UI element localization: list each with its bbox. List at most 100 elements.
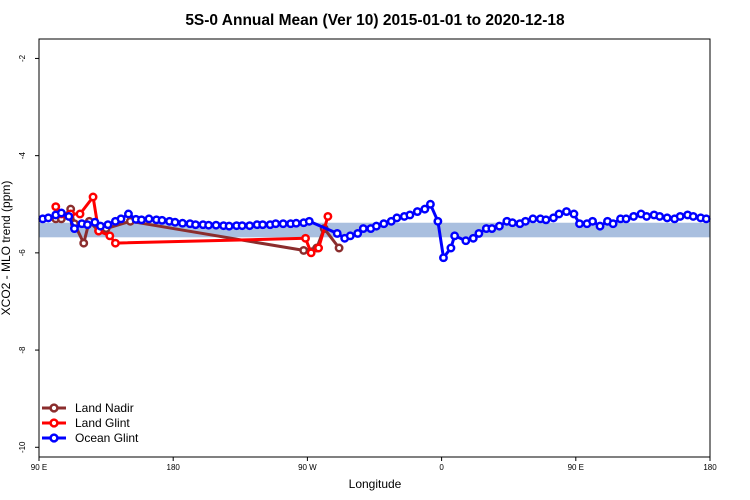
data-point [468,233,478,243]
data-point [191,220,201,230]
data-point [433,216,443,226]
data-point [332,228,342,238]
data-point [88,192,98,202]
data-point [69,224,79,234]
data-point [323,211,333,221]
data-point [170,217,180,227]
data-point [79,238,89,248]
x-axis: 90 E 180 90 W 0 90 E 180 [31,457,717,472]
data-point [124,209,133,219]
data-point [412,207,422,216]
y-tick-label: -4 [18,152,27,160]
chart-title: 5S-0 Annual Mean (Ver 10) 2015-01-01 to … [185,12,565,29]
data-point [655,211,665,221]
data-point [621,214,631,224]
data-point [64,211,74,221]
data-point [137,215,146,225]
plot-frame [38,38,711,458]
data-point [51,202,61,212]
data-point [90,217,100,227]
data-point [554,209,564,219]
data-point [345,231,355,241]
legend-label: Ocean Glint [75,431,139,445]
data-point [334,243,344,253]
data-point [688,211,698,221]
data-point [528,214,538,224]
data-point [379,219,389,229]
data-point [662,213,672,223]
data-point [299,245,309,255]
data-point [487,224,497,234]
series-layer [38,192,711,263]
data-point [461,236,471,246]
data-point [211,220,221,230]
data-point [291,218,301,228]
y-tick-label: -2 [18,54,27,62]
x-tick-label: 0 [439,463,444,472]
legend-label: Land Nadir [75,401,134,415]
data-point [608,219,618,229]
data-point [224,221,234,231]
data-point [105,231,115,241]
data-point [405,210,415,220]
data-point [548,213,558,223]
y-tick-label: -8 [18,346,27,354]
data-point [96,221,105,231]
data-point [116,214,126,224]
data-point [425,199,435,209]
data-point [110,238,120,248]
data-point [588,216,598,226]
data-point [569,209,579,219]
data-point [575,219,584,229]
data-point [83,220,92,230]
data-point [474,228,484,238]
data-point [494,221,504,231]
data-point [446,243,456,253]
x-tick-label: 90 E [31,463,47,472]
data-point [392,213,402,223]
data-point [304,216,314,226]
data-point [103,220,113,230]
x-tick-label: 180 [703,463,717,472]
y-axis: -2 -4 -6 -8 -10 [18,54,39,453]
data-point [450,231,460,241]
data-point [271,219,281,229]
data-point [701,214,711,224]
data-point [204,220,214,230]
x-tick-label: 180 [167,463,181,472]
x-tick-label: 90 W [298,463,317,472]
y-axis-label: XCO2 - MLO trend (ppm) [0,181,13,316]
data-point [178,218,187,228]
data-point [278,219,288,229]
data-point [353,228,363,238]
data-point [595,221,605,231]
series-3 [38,199,711,263]
legend-swatch-marker [49,403,59,413]
data-point [306,248,316,258]
legend-label: Land Glint [75,416,130,430]
data-point [507,218,517,228]
x-axis-label: Longitude [349,477,402,491]
y-tick-label: -6 [18,249,27,257]
y-tick-label: -10 [18,441,27,453]
data-point [301,233,310,243]
data-point [420,204,430,214]
data-point [358,224,368,234]
data-point [562,207,571,216]
x-tick-label: 90 E [568,463,584,472]
data-point [314,243,324,253]
legend-swatch-marker [49,433,59,443]
data-point [245,221,255,231]
data-point [541,215,551,225]
data-point [675,211,685,221]
data-point [521,216,530,226]
data-point [642,211,652,221]
legend-swatch-marker [49,418,59,428]
data-point [157,215,167,225]
data-point [43,213,53,223]
data-point [439,253,448,263]
data-point [56,208,66,218]
data-point [144,214,154,224]
